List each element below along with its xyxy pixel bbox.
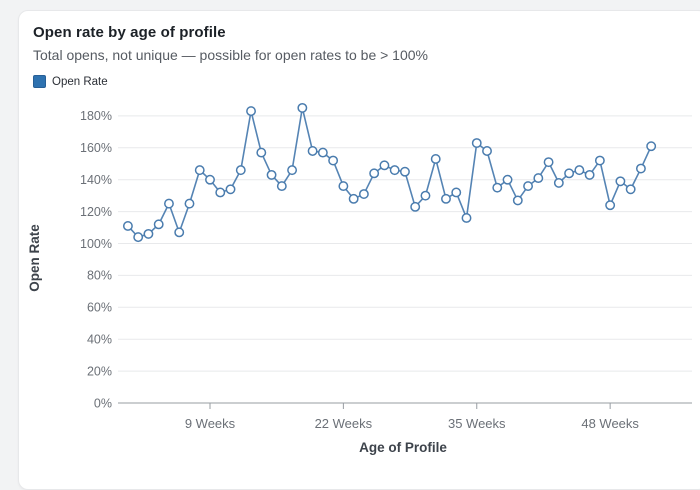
- data-point[interactable]: [410, 201, 421, 212]
- data-point[interactable]: [225, 184, 236, 195]
- x-axis: [209, 403, 611, 409]
- chart-title: Open rate by age of profile: [33, 24, 226, 41]
- chart-card: Open rate by age of profile Total opens,…: [18, 10, 700, 490]
- y-tick-labels: 0% 20% 40% 60% 80% 100% 120% 140% 160% 180%: [80, 109, 112, 410]
- data-point[interactable]: [471, 138, 482, 148]
- data-point[interactable]: [122, 221, 133, 231]
- data-point[interactable]: [184, 198, 195, 209]
- y-tick-label: 120%: [80, 205, 112, 219]
- data-point[interactable]: [523, 181, 534, 192]
- x-tick-label: 35 Weeks: [448, 416, 506, 431]
- data-point[interactable]: [635, 163, 646, 174]
- data-point[interactable]: [492, 182, 503, 193]
- data-point[interactable]: [348, 193, 359, 204]
- data-point[interactable]: [276, 181, 287, 192]
- data-point[interactable]: [317, 147, 328, 158]
- data-point[interactable]: [215, 187, 226, 198]
- x-tick-label: 22 Weeks: [315, 416, 373, 431]
- data-point[interactable]: [615, 176, 626, 187]
- data-point[interactable]: [482, 146, 492, 156]
- data-point[interactable]: [338, 181, 349, 192]
- data-point[interactable]: [379, 160, 390, 171]
- data-point[interactable]: [594, 155, 605, 166]
- y-tick-label: 160%: [80, 141, 112, 155]
- data-point[interactable]: [153, 219, 164, 230]
- data-point[interactable]: [625, 184, 636, 195]
- y-tick-label: 40%: [87, 333, 112, 347]
- legend-swatch-icon: [33, 75, 46, 88]
- x-tick-label: 9 Weeks: [185, 416, 236, 431]
- data-point[interactable]: [164, 198, 174, 209]
- data-point[interactable]: [605, 200, 616, 211]
- data-point[interactable]: [461, 213, 472, 223]
- y-tick-label: 60%: [87, 301, 112, 315]
- data-point[interactable]: [287, 165, 298, 176]
- data-point[interactable]: [533, 173, 544, 184]
- data-point[interactable]: [553, 177, 564, 188]
- data-point[interactable]: [143, 228, 154, 239]
- data-point[interactable]: [194, 165, 205, 176]
- data-point[interactable]: [399, 166, 410, 177]
- open-rate-line: [127, 107, 652, 238]
- y-axis-title: Open Rate: [27, 224, 42, 292]
- x-tick-label: 48 Weeks: [581, 416, 639, 431]
- data-point[interactable]: [512, 195, 523, 206]
- data-point[interactable]: [430, 154, 441, 164]
- data-point[interactable]: [543, 157, 554, 168]
- data-point[interactable]: [502, 174, 513, 185]
- legend-label: Open Rate: [52, 75, 108, 88]
- data-point[interactable]: [307, 146, 318, 156]
- data-point[interactable]: [266, 169, 277, 180]
- data-point[interactable]: [369, 168, 380, 179]
- data-point[interactable]: [451, 187, 462, 198]
- y-tick-label: 80%: [87, 269, 112, 283]
- data-point[interactable]: [574, 165, 585, 176]
- data-point[interactable]: [235, 165, 246, 176]
- y-tick-label: 0%: [94, 396, 112, 410]
- chart-header: Open rate by age of profile Total opens,…: [19, 11, 700, 88]
- data-point[interactable]: [297, 102, 308, 113]
- data-point[interactable]: [441, 193, 451, 204]
- x-axis-title: Age of Profile: [359, 440, 447, 455]
- open-rate-chart: 0% 20% 40% 60% 80% 100% 120% 140% 160% 180% 9 Wee…: [27, 102, 692, 455]
- data-point[interactable]: [358, 189, 369, 200]
- data-point[interactable]: [256, 147, 267, 158]
- y-gridlines: [118, 115, 692, 404]
- data-point[interactable]: [328, 155, 339, 166]
- data-point[interactable]: [205, 174, 215, 185]
- data-point[interactable]: [174, 227, 185, 238]
- y-tick-label: 100%: [80, 237, 112, 251]
- data-point[interactable]: [646, 141, 657, 152]
- y-tick-label: 180%: [80, 109, 112, 123]
- data-point[interactable]: [133, 232, 144, 243]
- legend[interactable]: Open Rate: [33, 75, 700, 88]
- open-rate-series-line: [127, 107, 652, 238]
- y-tick-label: 140%: [80, 173, 112, 187]
- data-point[interactable]: [564, 168, 575, 179]
- x-tick-labels: 9 Weeks 22 Weeks 35 Weeks 48 Weeks: [185, 416, 640, 431]
- data-point-markers: [122, 102, 657, 243]
- y-tick-label: 20%: [87, 364, 112, 378]
- data-point[interactable]: [584, 169, 595, 180]
- data-point[interactable]: [420, 190, 431, 201]
- data-point[interactable]: [389, 165, 400, 176]
- data-point[interactable]: [246, 106, 256, 117]
- chart-subtitle: Total opens, not unique — possible for o…: [33, 47, 428, 63]
